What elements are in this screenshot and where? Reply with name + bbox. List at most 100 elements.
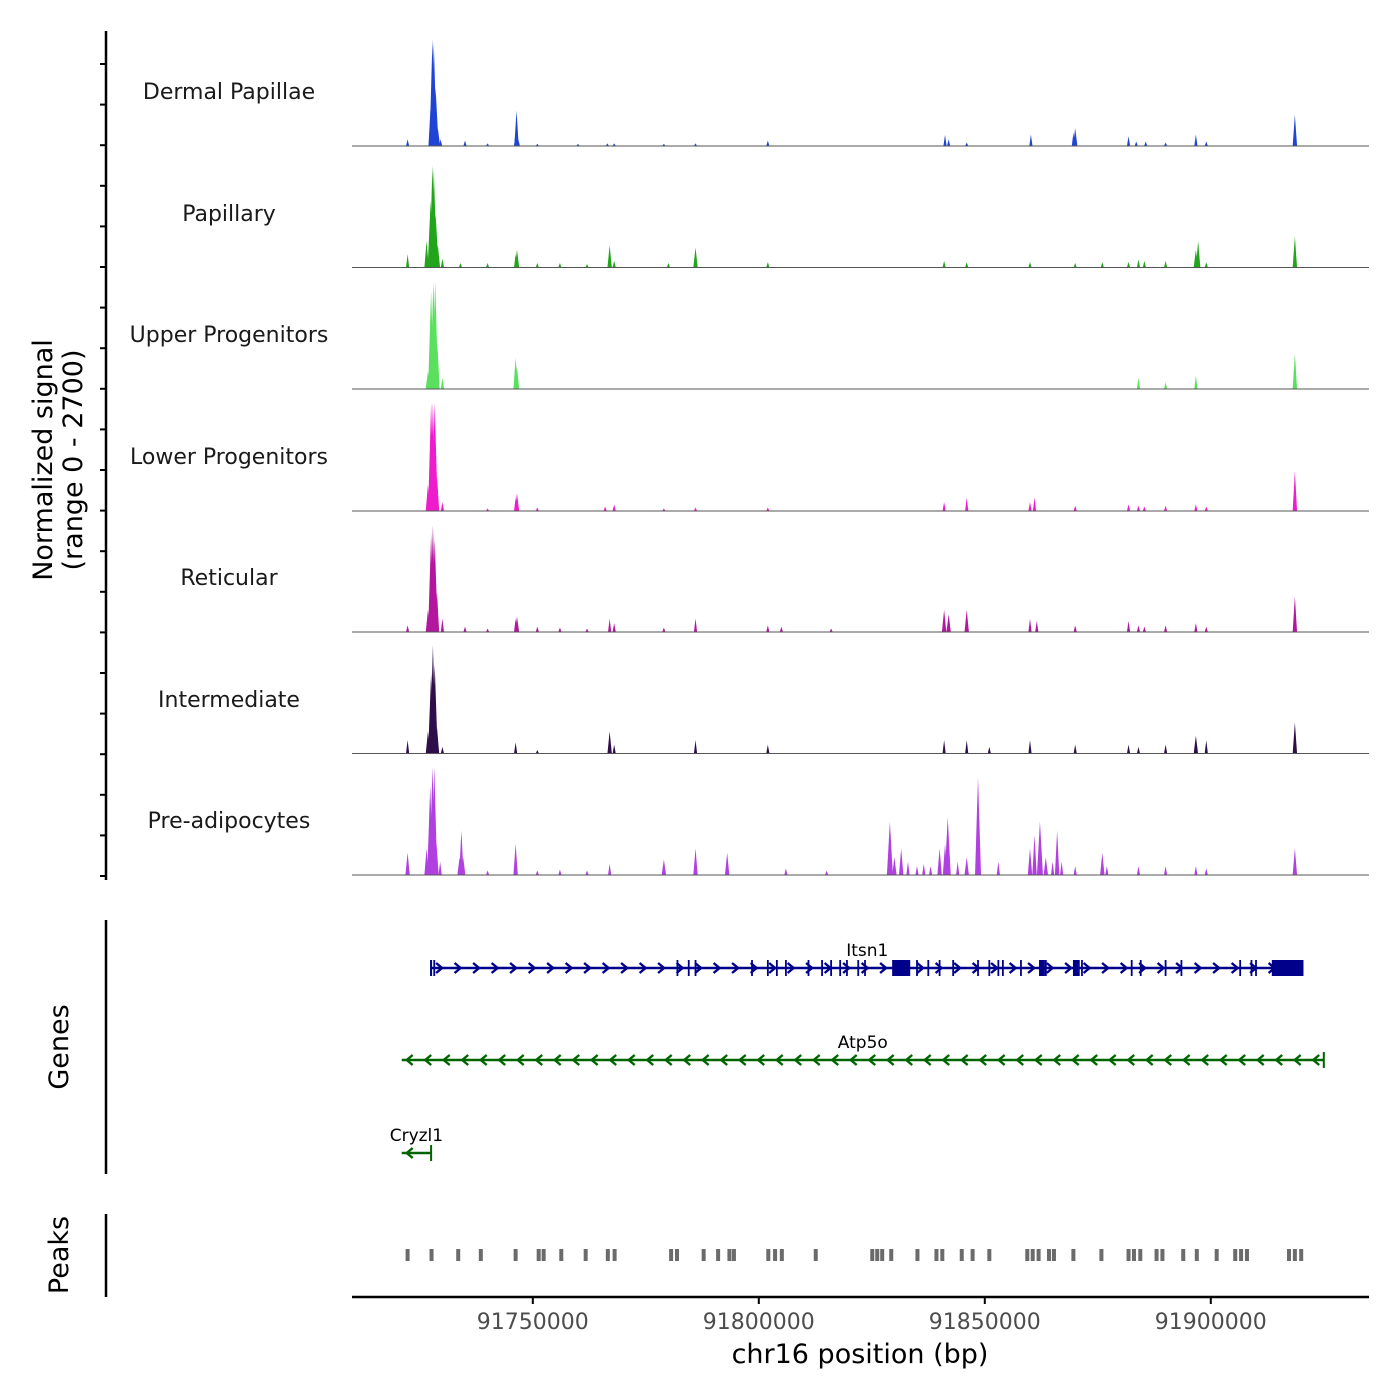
strand-arrow xyxy=(564,962,574,974)
signal-peak xyxy=(724,852,730,875)
strand-arrow xyxy=(1200,1054,1209,1066)
signal-track-lower-progenitors xyxy=(352,403,1369,512)
strand-arrow xyxy=(1163,1054,1172,1066)
track-label-lower-progenitors: Lower Progenitors xyxy=(130,445,328,470)
signal-peak xyxy=(1193,735,1199,754)
peak-mark xyxy=(1292,1249,1297,1261)
signal-peak xyxy=(1136,259,1141,268)
peak-mark xyxy=(731,1249,736,1261)
peak-mark xyxy=(536,1249,541,1261)
strand-arrow xyxy=(453,962,463,974)
signal-peak xyxy=(406,139,410,146)
strand-arrow xyxy=(848,1054,858,1066)
signal-peak xyxy=(535,626,539,632)
strand-arrow xyxy=(934,962,944,974)
signal-peak xyxy=(1142,260,1146,268)
signal-peak xyxy=(1194,504,1198,511)
peak-mark xyxy=(727,1249,732,1261)
signal-peak xyxy=(431,664,438,754)
signal-peak xyxy=(585,263,589,268)
signal-peak xyxy=(928,866,933,875)
peak-mark xyxy=(987,1249,992,1261)
strand-arrow xyxy=(922,1054,932,1066)
signal-peak xyxy=(1194,623,1198,632)
signal-peak xyxy=(947,139,951,146)
signal-peak xyxy=(784,868,788,875)
signal-peak xyxy=(1292,236,1298,268)
strand-arrow xyxy=(497,1054,506,1066)
strand-arrow xyxy=(657,962,666,974)
peak-mark xyxy=(1181,1249,1186,1261)
x-tick-label: 91750000 xyxy=(477,1310,589,1335)
signal-peak xyxy=(1204,868,1208,875)
signal-peak xyxy=(766,744,770,754)
signal-peak xyxy=(1027,848,1033,875)
strand-arrow xyxy=(811,1054,821,1066)
strand-arrow xyxy=(756,1054,765,1066)
signal-peak xyxy=(915,866,919,875)
signal-peak xyxy=(535,507,539,511)
strand-arrow xyxy=(712,962,722,974)
signal-peak xyxy=(662,143,666,146)
signal-peak xyxy=(693,848,698,875)
peak-mark xyxy=(513,1249,518,1261)
strand-arrow xyxy=(472,962,481,974)
signal-peak xyxy=(1194,375,1198,389)
signal-peak xyxy=(1036,821,1043,875)
signal-peak xyxy=(558,263,562,268)
strand-arrow xyxy=(1156,962,1166,974)
signal-peak xyxy=(766,262,770,268)
peak-mark xyxy=(940,1249,945,1261)
signal-peak xyxy=(535,263,539,268)
signal-peak xyxy=(486,143,490,146)
signal-peak xyxy=(1142,626,1146,632)
peak-mark xyxy=(1239,1249,1244,1261)
signal-peak xyxy=(1136,866,1141,875)
peak-mark xyxy=(1131,1249,1136,1261)
signal-peak xyxy=(662,508,666,511)
strand-arrow xyxy=(1144,1054,1154,1066)
peak-mark xyxy=(1287,1249,1291,1261)
signal-peak xyxy=(438,139,443,146)
signal-peak xyxy=(440,746,444,754)
signal-peak xyxy=(766,507,770,511)
signal-peak xyxy=(1029,134,1033,146)
peak-mark xyxy=(1071,1249,1076,1261)
signal-peak xyxy=(435,128,441,146)
peak-mark xyxy=(1138,1249,1143,1261)
signal-peak xyxy=(946,614,951,632)
signal-peak xyxy=(1144,141,1148,146)
peak-mark xyxy=(674,1249,679,1261)
peak-mark xyxy=(1194,1249,1199,1261)
signal-peak xyxy=(898,848,904,875)
strand-arrow xyxy=(1015,1054,1024,1066)
strand-arrow xyxy=(638,962,648,974)
peak-mark xyxy=(559,1249,564,1261)
strand-arrow xyxy=(675,962,685,974)
strand-arrow xyxy=(626,1054,636,1066)
signal-peak xyxy=(1136,746,1141,754)
signal-peak xyxy=(434,843,439,875)
signal-peak xyxy=(612,260,616,268)
signal-peak xyxy=(1136,625,1141,632)
strand-arrow xyxy=(990,962,999,974)
strand-arrow xyxy=(1311,1054,1320,1066)
peak-mark xyxy=(1030,1249,1035,1261)
peak-mark xyxy=(875,1249,880,1261)
signal-peak xyxy=(1073,625,1077,632)
signal-peak xyxy=(1195,240,1201,268)
signal-peak xyxy=(1194,866,1198,875)
signal-peak xyxy=(1292,722,1298,754)
peak-mark xyxy=(1099,1249,1104,1261)
signal-peak xyxy=(1032,497,1037,511)
peak-mark xyxy=(1046,1249,1051,1261)
strand-arrow xyxy=(1274,1054,1283,1066)
signal-peak xyxy=(535,749,539,754)
strand-arrow xyxy=(1045,962,1055,974)
signal-peak xyxy=(514,110,519,146)
signal-peak xyxy=(438,861,442,875)
track-label-upper-progenitors: Upper Progenitors xyxy=(130,323,329,348)
strand-arrow xyxy=(441,1054,451,1066)
signal-peak xyxy=(605,143,609,146)
x-axis: 91750000 91800000 91850000 91900000 xyxy=(477,1297,1267,1335)
